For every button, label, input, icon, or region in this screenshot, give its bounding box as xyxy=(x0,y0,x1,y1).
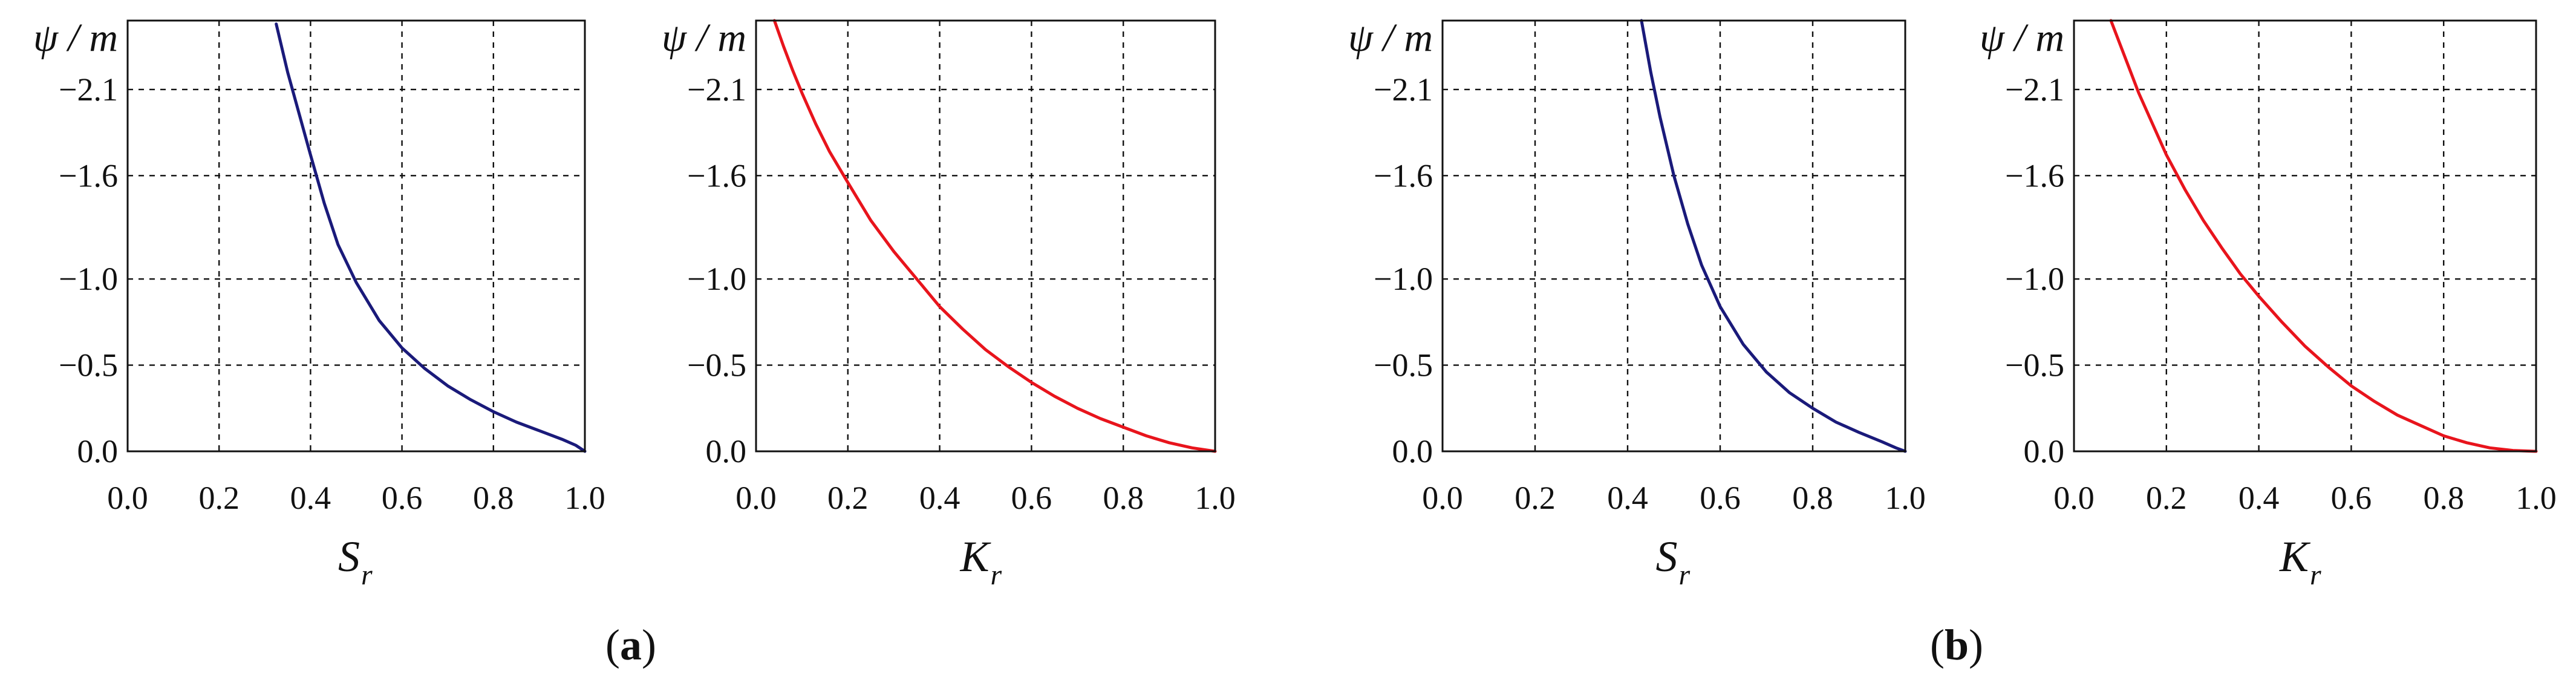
chart-a-k-xtick-label: 0.6 xyxy=(1011,480,1052,516)
panel-label-a: (a) xyxy=(605,621,656,669)
chart-b-k-xtick-label: 1.0 xyxy=(2516,480,2557,516)
chart-b-k-xtick-label: 0.8 xyxy=(2423,480,2464,516)
chart-b-s-series-line xyxy=(1640,19,1907,453)
chart-b-k-ytick-label: −2.1 xyxy=(2005,71,2064,108)
chart-a-s-ytick-label: −2.1 xyxy=(59,71,118,108)
chart-b-s-xtick-label: 0.6 xyxy=(1700,480,1741,516)
chart-b-s-ytick-label: −1.6 xyxy=(1374,157,1433,194)
chart-b-s-xtick-label: 0.4 xyxy=(1607,480,1648,516)
chart-a-s-xlabel: S xyxy=(338,532,360,581)
chart-b-s-ytick-label: 0.0 xyxy=(1392,433,1433,469)
chart-b-s-xlabel-subscript: r xyxy=(1679,559,1691,591)
chart-a-s-ytick-label: −1.6 xyxy=(59,157,118,194)
chart-a-k-ylabel: ψ / m xyxy=(662,16,746,60)
chart-a-s-xlabel-subscript: r xyxy=(361,559,373,591)
chart-a-s-frame xyxy=(126,19,586,453)
chart-b-k-xtick-label: 0.4 xyxy=(2239,480,2280,516)
chart-b-k-xlabel: K xyxy=(2279,532,2311,581)
chart-b-k-xlabel-subscript: r xyxy=(2310,559,2321,591)
chart-a-k-ytick-label: −1.0 xyxy=(687,261,746,297)
chart-b-k-ytick-label: −1.0 xyxy=(2005,261,2064,297)
chart-b-s-xtick-label: 1.0 xyxy=(1885,480,1926,516)
chart-a-k-xtick-label: 0.2 xyxy=(827,480,869,516)
chart-a-k-ytick-label: −1.6 xyxy=(687,157,746,194)
plots-layer: 0.0 0.2 0.4 0.6 0.8 1.0 0.0 −0.5 −1.0 −1.6 −2.1 ψ /… xyxy=(33,16,2557,591)
panel-label-a-letter: a xyxy=(620,621,642,669)
chart-a-s-xtick-label: 0.6 xyxy=(382,480,423,516)
chart-a-s-xtick-label: 0.8 xyxy=(473,480,514,516)
chart-b-s-ytick-label: −0.5 xyxy=(1374,347,1433,384)
chart-b-s-ytick-label: −2.1 xyxy=(1374,71,1433,108)
chart-b-s-xtick-label: 0.2 xyxy=(1515,480,1556,516)
chart-b-k-ytick-label: −0.5 xyxy=(2005,347,2064,384)
panel-label-b-letter: b xyxy=(1945,621,1969,669)
chart-a-k-ytick-label: −2.1 xyxy=(687,71,746,108)
chart-a-k-xtick-label: 1.0 xyxy=(1195,480,1236,516)
chart-a-k-xtick-label: 0.0 xyxy=(735,480,777,516)
chart-a-k-frame xyxy=(755,19,1216,453)
chart-b-s-xtick-label: 0.8 xyxy=(1792,480,1833,516)
chart-a-s-ytick-label: −1.0 xyxy=(59,261,118,297)
chart-b-s-ylabel: ψ / m xyxy=(1348,16,1433,60)
chart-b-k-frame xyxy=(2073,19,2537,453)
chart-a-k-ytick-label: 0.0 xyxy=(706,433,747,469)
chart-a-s-ytick-label: 0.0 xyxy=(77,433,119,469)
chart-b-s-xlabel: S xyxy=(1656,532,1678,581)
chart-a-s-xtick-label: 0.4 xyxy=(290,480,331,516)
chart-b-k-series-line xyxy=(2109,19,2538,453)
chart-a-s-xtick-label: 0.2 xyxy=(198,480,240,516)
chart-a-k-xlabel-subscript: r xyxy=(991,559,1002,591)
chart-a-s-xtick-label: 1.0 xyxy=(564,480,605,516)
chart-b-k-xtick-label: 0.0 xyxy=(2053,480,2095,516)
chart-b-s-ytick-label: −1.0 xyxy=(1374,261,1433,297)
chart-b-k-ytick-label: 0.0 xyxy=(2024,433,2065,469)
panel-label-b: (b) xyxy=(1930,621,1983,669)
chart-a-s-ylabel: ψ / m xyxy=(33,16,118,60)
chart-a-k-xtick-label: 0.8 xyxy=(1103,480,1144,516)
chart-b-s-frame xyxy=(1441,19,1906,453)
chart-a-k-xlabel: K xyxy=(959,532,991,581)
chart-a-k-series-line xyxy=(772,19,1217,453)
chart-a-s-ytick-label: −0.5 xyxy=(59,347,118,384)
chart-a-k-ytick-label: −0.5 xyxy=(687,347,746,384)
chart-b-k-ylabel: ψ / m xyxy=(1980,16,2064,60)
chart-b-k-ytick-label: −1.6 xyxy=(2005,157,2064,194)
chart-b-k-xtick-label: 0.2 xyxy=(2146,480,2187,516)
chart-a-s-series-line xyxy=(275,22,587,453)
chart-b-s-xtick-label: 0.0 xyxy=(1422,480,1463,516)
chart-b-k-xtick-label: 0.6 xyxy=(2331,480,2372,516)
chart-a-s-xtick-label: 0.0 xyxy=(107,480,148,516)
chart-a-k-xtick-label: 0.4 xyxy=(919,480,960,516)
